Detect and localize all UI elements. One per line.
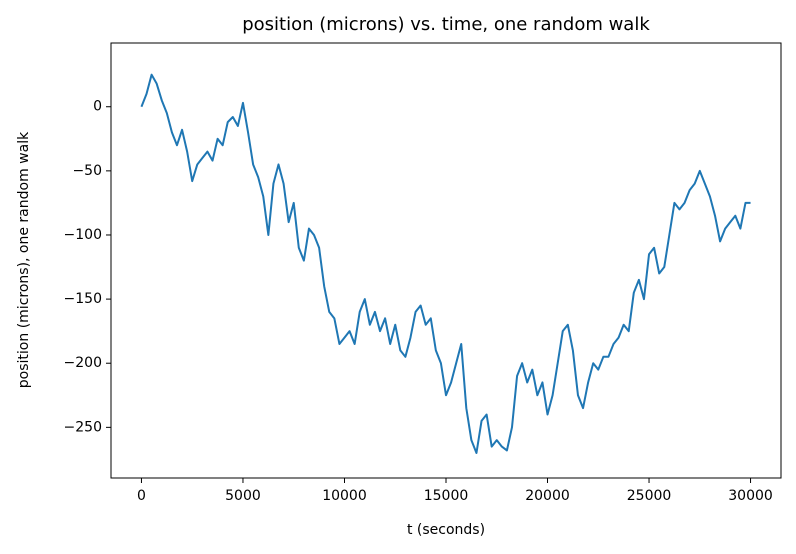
x-tick-label: 30000 (728, 488, 773, 504)
y-tick-label: −50 (72, 163, 102, 179)
y-tick-label: −200 (64, 355, 102, 371)
data-line (140, 73, 751, 454)
x-axis-label: t (seconds) (407, 522, 485, 538)
chart-title: position (microns) vs. time, one random … (242, 14, 650, 35)
x-tick-label: 25000 (627, 488, 672, 504)
x-tick-label: 20000 (525, 488, 570, 504)
y-tick-label: −250 (64, 419, 102, 435)
y-axis-label: position (microns), one random walk (16, 131, 32, 388)
y-tick-label: −150 (64, 291, 102, 307)
y-tick-label: −100 (64, 227, 102, 243)
x-tick-label: 10000 (322, 488, 367, 504)
x-tick-label: 5000 (225, 488, 261, 504)
y-tick-label: 0 (93, 99, 102, 115)
plot-frame (110, 42, 782, 479)
x-tick-label: 0 (137, 488, 146, 504)
x-tick-label: 15000 (424, 488, 469, 504)
